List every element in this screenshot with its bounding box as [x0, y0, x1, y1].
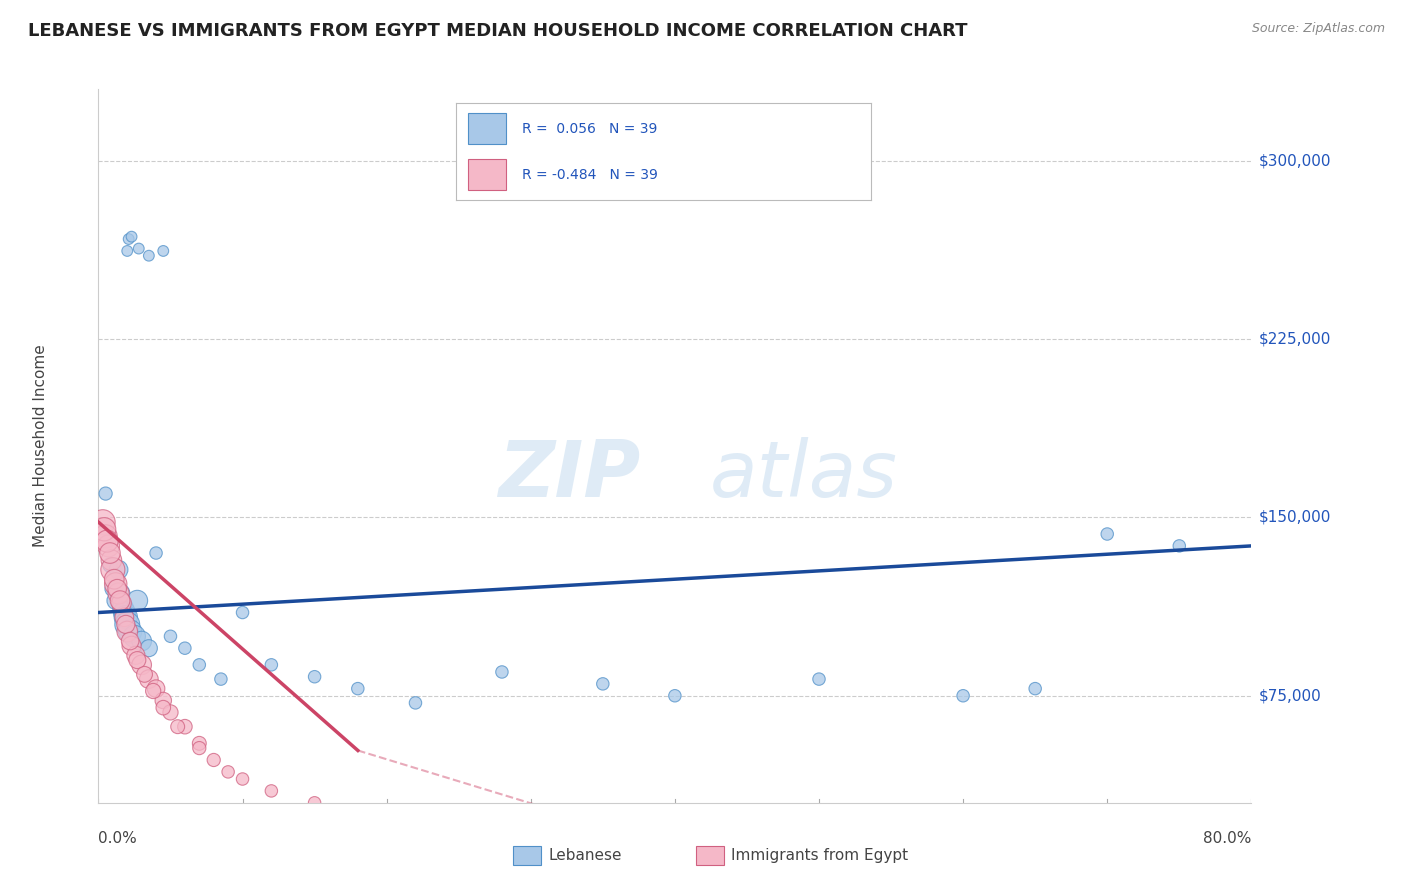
Point [138, 641, 160, 656]
Point [94, 486, 117, 500]
Point [120, 634, 142, 648]
Point [952, 689, 974, 703]
Point [93, 522, 115, 536]
Point [108, 586, 131, 600]
Text: $300,000: $300,000 [1258, 153, 1331, 168]
Point [117, 244, 138, 258]
Point [134, 667, 156, 681]
Point [188, 736, 211, 750]
Point [128, 242, 150, 256]
Point [145, 681, 167, 696]
Point [104, 593, 127, 607]
Point [405, 696, 427, 710]
Point [807, 672, 830, 686]
Point [209, 672, 232, 686]
Point [174, 720, 197, 734]
Point [111, 600, 134, 615]
Point [1168, 539, 1191, 553]
Point [188, 657, 211, 672]
Point [103, 572, 125, 586]
Point [108, 593, 131, 607]
Point [145, 546, 167, 560]
Point [166, 720, 188, 734]
Point [346, 681, 368, 696]
Point [188, 741, 211, 756]
Point [138, 249, 160, 263]
Text: Immigrants from Egypt: Immigrants from Egypt [731, 848, 908, 863]
Point [101, 563, 124, 577]
Point [110, 596, 132, 610]
Point [260, 657, 283, 672]
Point [231, 606, 254, 620]
Point [114, 610, 136, 624]
Point [159, 706, 181, 720]
Text: Median Household Income: Median Household Income [32, 344, 48, 548]
Point [131, 657, 153, 672]
Point [304, 796, 326, 810]
Point [112, 606, 135, 620]
Point [124, 629, 146, 643]
Point [91, 515, 114, 529]
Text: Lebanese: Lebanese [548, 848, 621, 863]
Point [1024, 681, 1046, 696]
Point [105, 582, 128, 596]
Point [107, 563, 129, 577]
Point [96, 534, 118, 549]
Point [98, 546, 121, 560]
Point [94, 529, 117, 543]
Point [231, 772, 254, 786]
Point [98, 558, 121, 572]
Point [152, 693, 174, 707]
Point [491, 665, 513, 679]
Point [1097, 527, 1119, 541]
Point [117, 617, 138, 632]
Point [152, 700, 174, 714]
Point [127, 653, 149, 667]
Point [120, 624, 142, 639]
Point [174, 641, 197, 656]
Point [217, 764, 239, 779]
Text: LEBANESE VS IMMIGRANTS FROM EGYPT MEDIAN HOUSEHOLD INCOME CORRELATION CHART: LEBANESE VS IMMIGRANTS FROM EGYPT MEDIAN… [28, 22, 967, 40]
Point [152, 244, 174, 258]
Point [121, 639, 143, 653]
Point [118, 232, 141, 246]
Point [100, 553, 122, 567]
Point [104, 577, 127, 591]
Text: $150,000: $150,000 [1258, 510, 1330, 524]
Point [260, 784, 283, 798]
Point [304, 670, 326, 684]
Point [127, 593, 149, 607]
Point [142, 684, 165, 698]
Text: $225,000: $225,000 [1258, 332, 1330, 346]
Text: 0.0%: 0.0% [98, 831, 138, 847]
Text: $75,000: $75,000 [1258, 689, 1322, 703]
Point [114, 617, 136, 632]
Point [107, 586, 129, 600]
Point [125, 648, 148, 663]
Point [202, 753, 225, 767]
Point [112, 610, 135, 624]
Point [159, 629, 181, 643]
Text: ZIP: ZIP [498, 436, 640, 513]
Point [131, 634, 153, 648]
Point [592, 677, 614, 691]
Point [121, 229, 143, 244]
Text: 80.0%: 80.0% [1204, 831, 1251, 847]
Point [346, 807, 368, 822]
Text: Source: ZipAtlas.com: Source: ZipAtlas.com [1251, 22, 1385, 36]
Point [97, 539, 120, 553]
Text: atlas: atlas [710, 436, 897, 513]
Point [138, 672, 160, 686]
Point [117, 624, 138, 639]
Point [101, 582, 124, 596]
Point [664, 689, 686, 703]
